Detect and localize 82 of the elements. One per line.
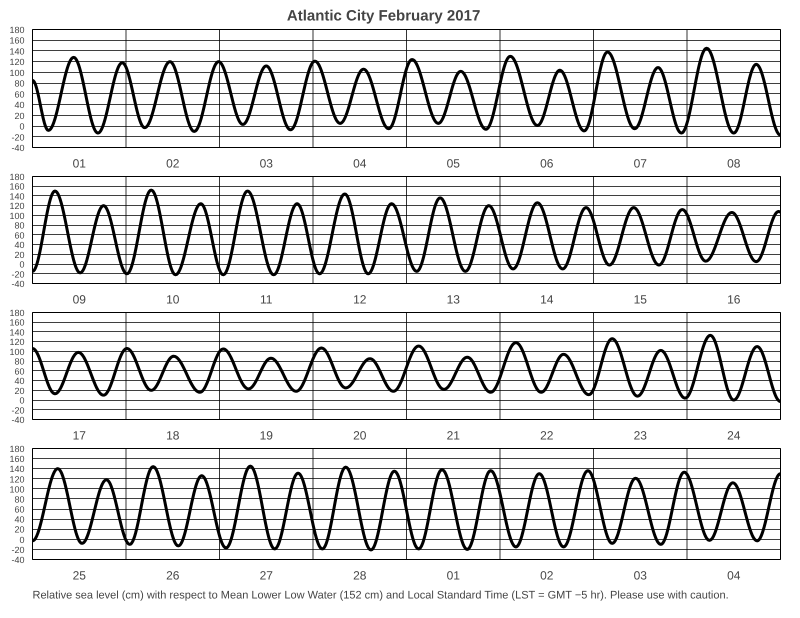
- x-tick-label: 02: [166, 156, 180, 170]
- x-tick-label: 28: [353, 568, 367, 582]
- x-tick-label: 15: [634, 292, 648, 306]
- y-tick-label: -20: [11, 269, 25, 280]
- y-tick-label: 100: [9, 346, 25, 357]
- x-tick-label: 09: [72, 292, 86, 306]
- x-tick-label: 04: [353, 156, 367, 170]
- x-tick-label: 02: [540, 568, 554, 582]
- x-tick-label: 03: [260, 156, 274, 170]
- y-tick-label: 40: [14, 376, 25, 386]
- y-tick-label: 180: [9, 308, 25, 318]
- x-tick-label: 10: [166, 292, 180, 306]
- y-tick-label: 140: [9, 191, 25, 202]
- x-tick-label: 03: [634, 568, 648, 582]
- y-tick-label: 180: [9, 172, 25, 182]
- y-tick-label: 180: [9, 444, 25, 454]
- y-tick-label: -20: [11, 405, 25, 416]
- y-tick-label: 20: [14, 110, 25, 121]
- y-tick-label: 0: [19, 122, 25, 132]
- y-tick-label: -20: [11, 544, 25, 555]
- y-tick-label: 140: [9, 464, 25, 474]
- y-tick-label: 80: [14, 220, 25, 231]
- y-tick-label: 80: [14, 494, 25, 504]
- y-tick-label: 60: [14, 504, 25, 515]
- y-tick-label: 120: [9, 337, 25, 348]
- x-tick-label: 24: [727, 428, 741, 442]
- y-tick-label: 60: [14, 89, 25, 100]
- y-tick-label: 140: [9, 327, 25, 338]
- x-tick-label: 25: [72, 568, 86, 582]
- x-tick-label: 08: [727, 156, 741, 170]
- y-tick-label: 20: [14, 524, 25, 535]
- y-tick-label: 20: [14, 250, 25, 260]
- y-tick-label: 180: [9, 25, 25, 35]
- y-tick-label: 100: [9, 68, 25, 78]
- x-tick-label: 14: [540, 292, 554, 306]
- chart-title: Atlantic City February 2017: [286, 8, 480, 24]
- y-tick-label: 0: [19, 534, 25, 545]
- x-tick-label: 07: [634, 156, 648, 170]
- x-tick-label: 20: [353, 428, 367, 442]
- y-tick-label: -20: [11, 132, 25, 142]
- y-tick-label: 160: [9, 36, 25, 46]
- x-tick-label: 12: [353, 292, 367, 306]
- y-tick-label: 0: [19, 260, 25, 270]
- y-tick-label: 120: [9, 201, 25, 212]
- x-tick-label: 11: [260, 292, 273, 306]
- x-tick-label: 26: [166, 568, 180, 582]
- x-tick-label: 01: [446, 568, 460, 582]
- x-tick-label: 05: [446, 156, 460, 170]
- y-tick-label: 0: [19, 396, 25, 406]
- x-tick-label: 21: [446, 428, 460, 442]
- y-tick-label: 160: [9, 454, 25, 464]
- y-tick-label: -40: [11, 143, 25, 153]
- y-tick-label: 140: [9, 46, 25, 56]
- y-tick-label: 120: [9, 474, 25, 484]
- y-tick-label: -40: [11, 415, 25, 425]
- y-tick-label: 40: [14, 514, 25, 525]
- x-tick-label: 23: [634, 428, 648, 442]
- y-tick-label: -40: [11, 555, 25, 565]
- x-tick-label: 19: [260, 428, 274, 442]
- y-tick-label: 60: [14, 230, 25, 240]
- x-tick-label: 18: [166, 428, 180, 442]
- x-tick-label: 27: [260, 568, 274, 582]
- y-tick-label: 60: [14, 366, 25, 376]
- x-tick-label: 16: [727, 292, 741, 306]
- y-tick-label: 160: [9, 182, 25, 192]
- y-tick-label: 160: [9, 318, 25, 328]
- y-tick-label: 80: [14, 78, 25, 89]
- x-tick-label: 01: [72, 156, 86, 170]
- y-tick-label: -40: [11, 279, 25, 289]
- y-tick-label: 100: [9, 484, 25, 494]
- x-tick-label: 06: [540, 156, 554, 170]
- y-tick-label: 20: [14, 386, 25, 396]
- x-tick-label: 13: [446, 292, 460, 306]
- x-tick-label: 17: [72, 428, 86, 442]
- y-tick-label: 120: [9, 57, 25, 68]
- text: Relative sea level (cm) with respect to Mean Lower Low Water (152 cm) and Local Standard Time (LST = GMT −5 hr). Please use with caution.: [32, 590, 729, 602]
- x-tick-label: 22: [540, 428, 554, 442]
- x-tick-label: 04: [727, 568, 741, 582]
- y-tick-label: 80: [14, 356, 25, 367]
- y-tick-label: 40: [14, 240, 25, 250]
- y-tick-label: 100: [9, 210, 25, 221]
- y-tick-label: 40: [14, 100, 25, 110]
